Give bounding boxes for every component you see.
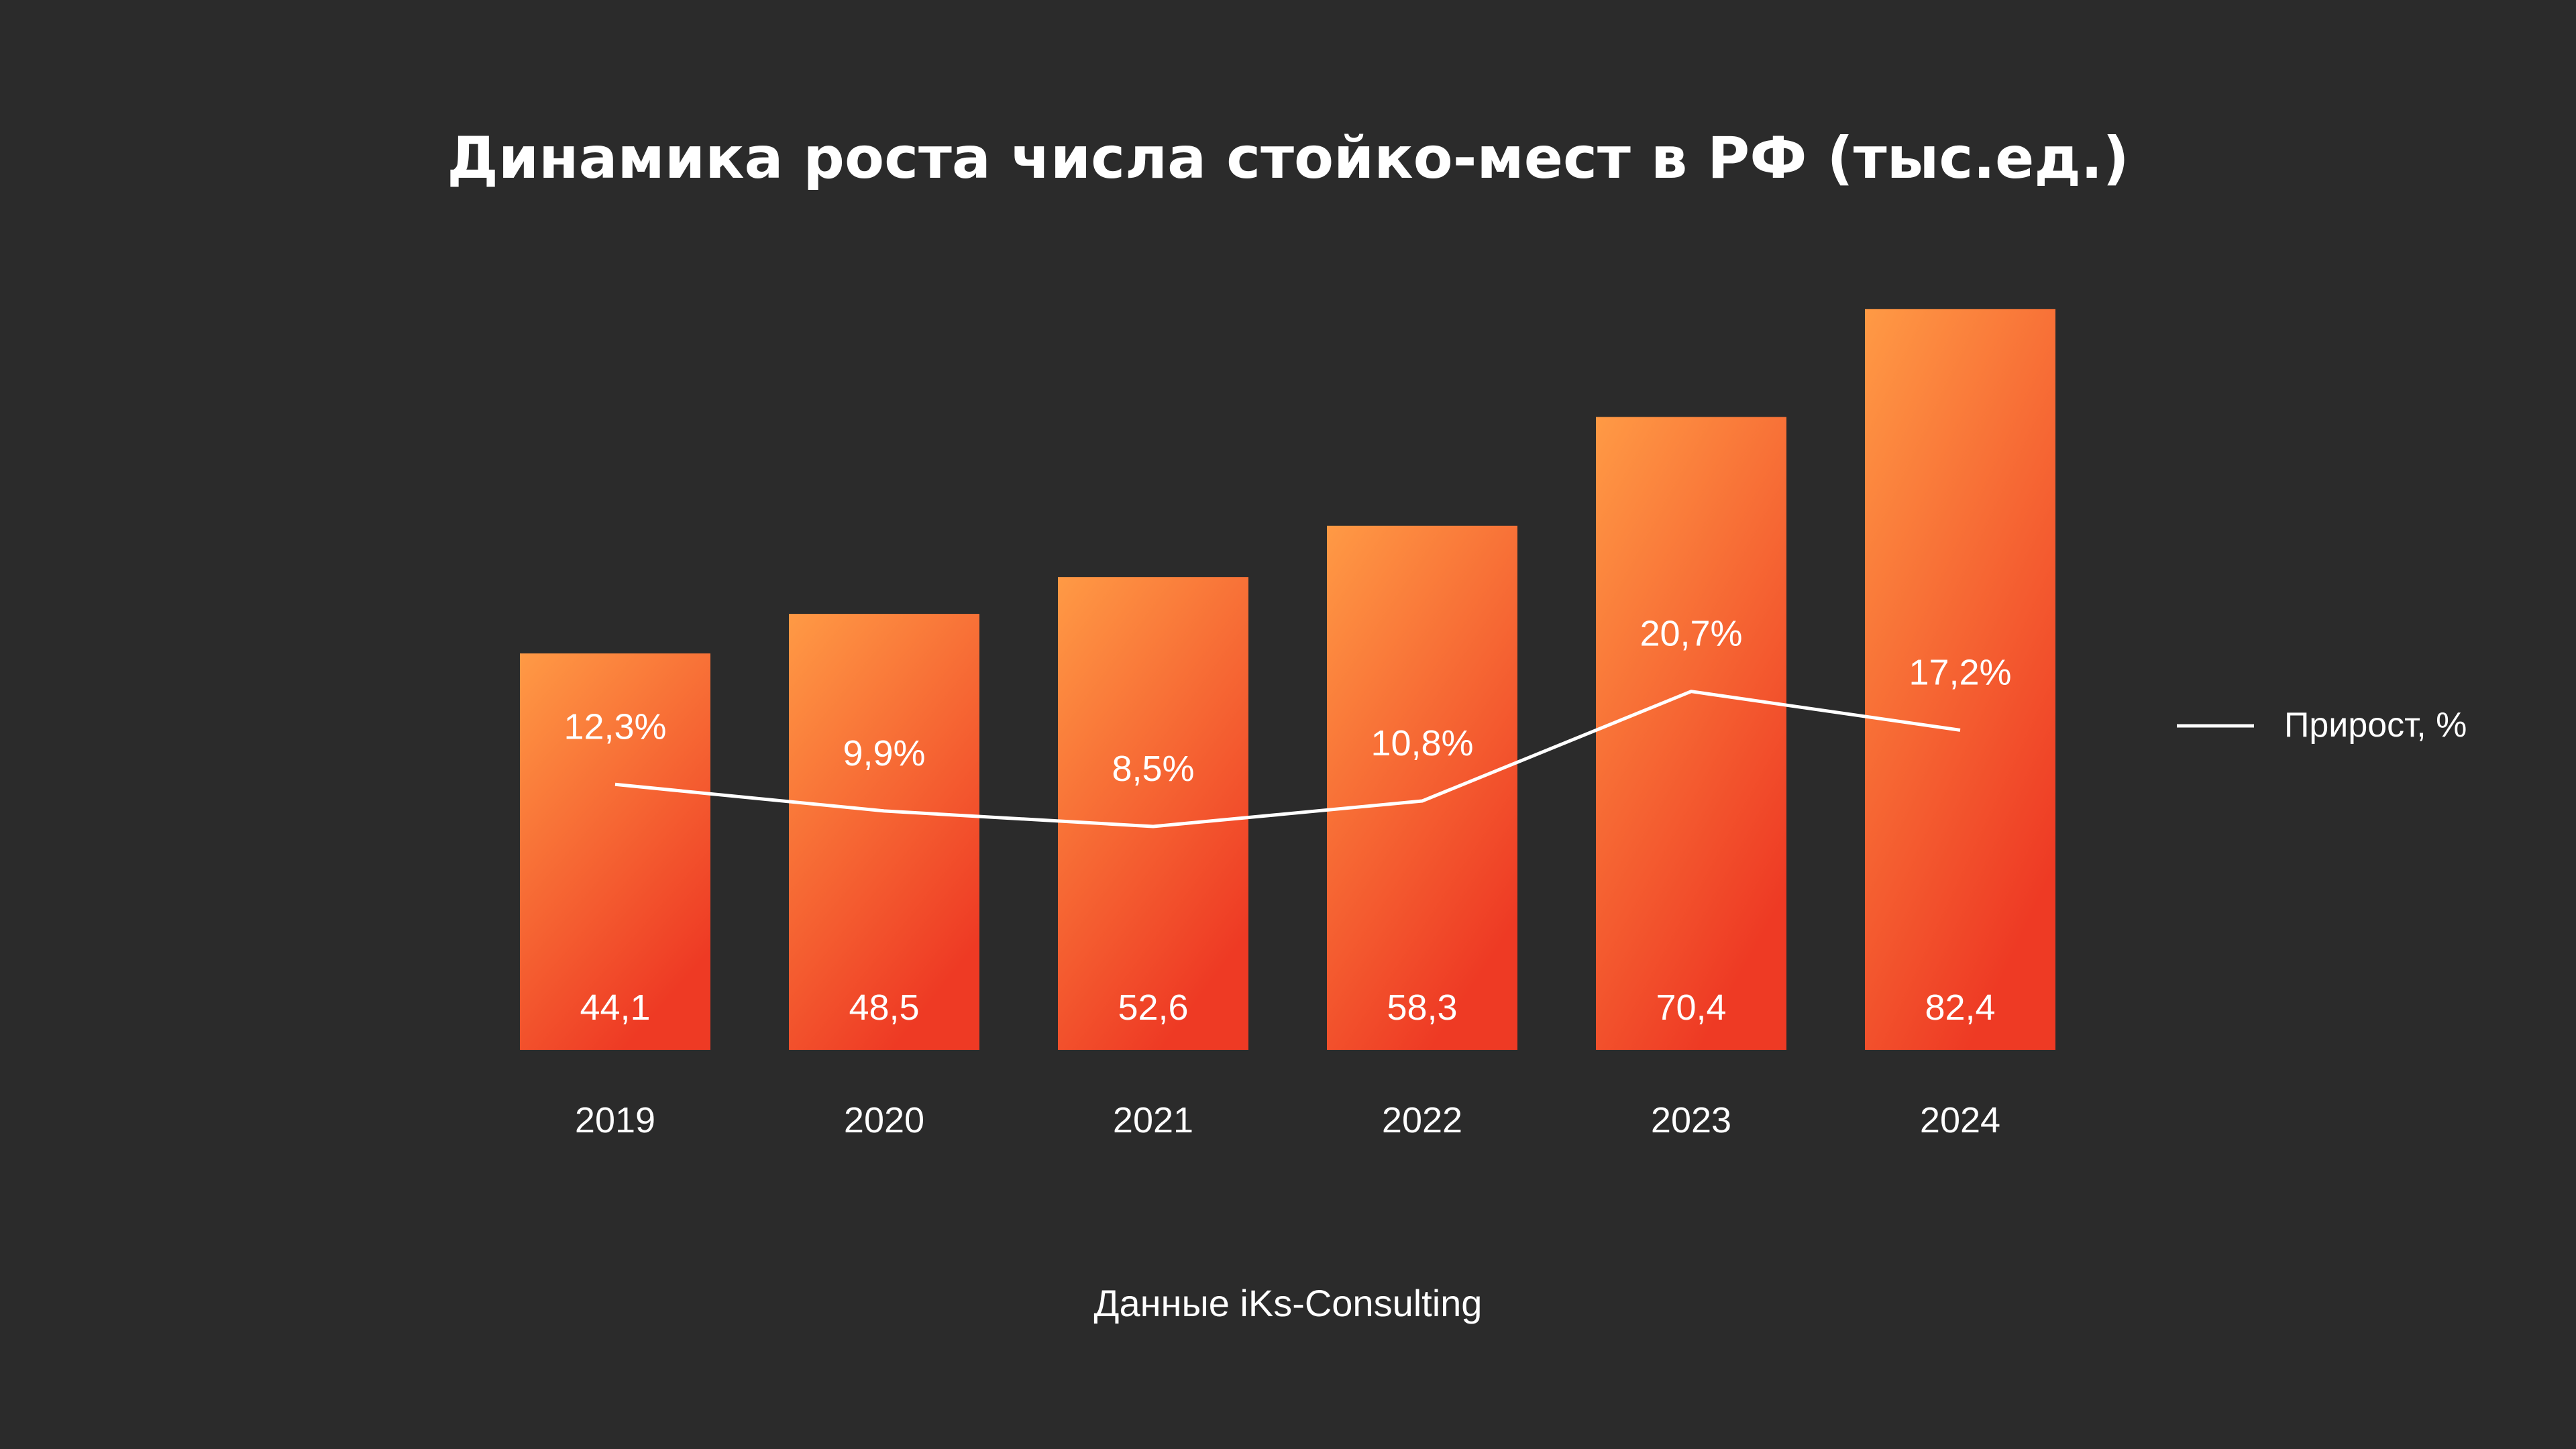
bar-value-label-2024: 82,4 — [1925, 987, 1995, 1028]
growth-label-2019: 12,3% — [564, 706, 666, 747]
x-tick-label-2020: 2020 — [844, 1100, 924, 1140]
legend: Прирост, % — [2177, 706, 2467, 745]
bar-value-label-2023: 70,4 — [1656, 987, 1726, 1028]
x-tick-label-2023: 2023 — [1651, 1100, 1731, 1140]
bar-value-label-2020: 48,5 — [849, 987, 919, 1028]
chart-title: Динамика роста числа стойко-мест в РФ (т… — [447, 125, 2129, 192]
x-tick-label-2021: 2021 — [1113, 1100, 1193, 1140]
bar-2023 — [1596, 417, 1786, 1050]
bar-value-label-2022: 58,3 — [1387, 987, 1457, 1028]
bar-2021 — [1058, 577, 1248, 1050]
bars-layer — [520, 309, 2055, 1051]
growth-line-layer — [614, 690, 1961, 828]
bar-2022 — [1327, 525, 1517, 1050]
bar-2020 — [789, 614, 979, 1050]
bar-value-label-2021: 52,6 — [1118, 987, 1188, 1028]
growth-label-2023: 20,7% — [1640, 614, 1742, 654]
x-tick-label-2024: 2024 — [1920, 1100, 2000, 1140]
bar-2019 — [520, 653, 710, 1050]
labels-layer: 44,1 2019 12,3% 48,5 2020 9,9% 52,6 2021 8,5% 58,… — [564, 614, 2011, 1140]
bar-value-label-2019: 44,1 — [580, 987, 650, 1028]
growth-label-2022: 10,8% — [1371, 723, 1473, 763]
legend-label: Прирост, % — [2284, 706, 2467, 745]
x-tick-label-2019: 2019 — [575, 1100, 655, 1140]
growth-line — [614, 690, 1961, 828]
bar-2024 — [1865, 309, 2055, 1051]
growth-label-2021: 8,5% — [1112, 749, 1194, 789]
source-note: Данные iKs-Consulting — [1094, 1282, 1483, 1324]
x-tick-label-2022: 2022 — [1382, 1100, 1462, 1140]
growth-label-2024: 17,2% — [1909, 652, 2011, 692]
growth-label-2020: 9,9% — [843, 733, 925, 773]
